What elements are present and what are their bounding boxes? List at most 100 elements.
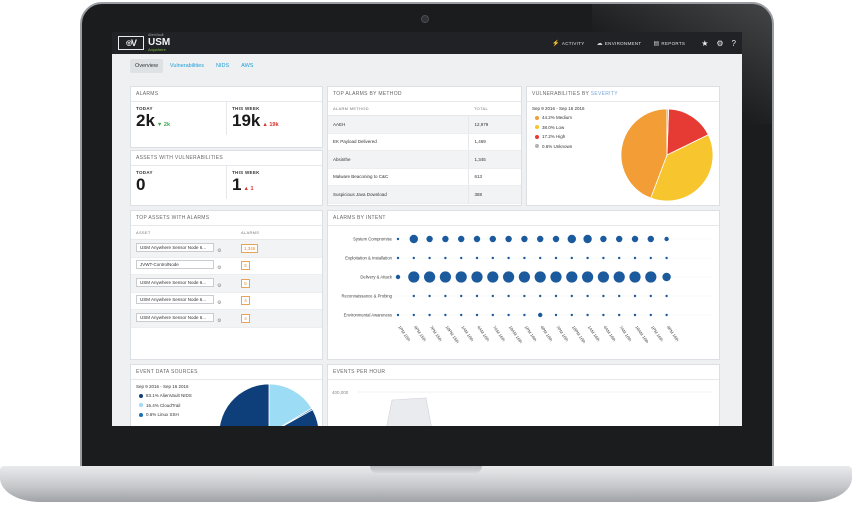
intent-bubble[interactable] — [458, 235, 465, 243]
intent-bubble[interactable] — [408, 271, 420, 283]
gear-icon[interactable]: ⚙ — [217, 265, 222, 272]
intent-bubble[interactable] — [523, 294, 526, 298]
table-row[interactable]: Malware Beaconing to C&C 613 — [328, 168, 521, 186]
intent-bubble[interactable] — [439, 271, 451, 283]
intent-bubble[interactable] — [554, 313, 558, 317]
intent-bubble[interactable] — [554, 256, 558, 260]
pie-slice[interactable] — [219, 383, 319, 426]
legend-item[interactable]: 0.6% Unknown — [535, 142, 711, 152]
tab-nids[interactable]: NIDS — [215, 63, 230, 69]
intent-bubble[interactable] — [538, 312, 543, 318]
intent-bubble[interactable] — [649, 256, 652, 260]
intent-bubble[interactable] — [629, 271, 641, 283]
intent-bubble[interactable] — [662, 272, 671, 282]
table-row[interactable]: Absinthe 1,345 — [328, 150, 521, 169]
intent-bubble[interactable] — [665, 294, 668, 298]
intent-bubble[interactable] — [550, 271, 562, 283]
intent-bubble[interactable] — [426, 235, 433, 243]
intent-bubble[interactable] — [424, 271, 436, 283]
table-row[interactable]: USM Anywhere Sensor Node 6...⚙ 1,346 — [131, 239, 322, 258]
intent-bubble[interactable] — [396, 256, 400, 260]
legend-item[interactable]: 16.4% CloudTrail — [139, 401, 314, 411]
gear-icon[interactable]: ⚙ — [716, 38, 724, 48]
intent-bubble[interactable] — [539, 256, 542, 260]
intent-bubble[interactable] — [534, 271, 546, 283]
intent-bubble[interactable] — [412, 294, 415, 298]
intent-bubble[interactable] — [412, 256, 415, 260]
intent-bubble[interactable] — [649, 294, 652, 298]
intent-bubble[interactable] — [473, 235, 481, 243]
intent-bubble[interactable] — [505, 235, 512, 243]
intent-bubble[interactable] — [491, 294, 494, 298]
intent-bubble[interactable] — [647, 235, 654, 243]
intent-bubble[interactable] — [487, 271, 499, 283]
pie-slice[interactable] — [268, 383, 313, 426]
pie-slice[interactable] — [666, 108, 670, 156]
intent-bubble[interactable] — [455, 271, 467, 283]
gear-icon[interactable]: ⚙ — [217, 282, 222, 289]
intent-bubble[interactable] — [444, 294, 447, 298]
intent-bubble[interactable] — [444, 256, 447, 260]
table-row[interactable]: Suspicious Java Download 388 — [328, 185, 521, 204]
asset-name[interactable]: USM Anywhere Sensor Node 6... — [136, 242, 214, 252]
intent-bubble[interactable] — [586, 313, 589, 317]
intent-bubble[interactable] — [570, 294, 573, 298]
pie-slice[interactable] — [666, 108, 709, 156]
intent-bubble[interactable] — [613, 271, 625, 283]
tab-vulnerabilities[interactable]: Vulnerabilities — [169, 63, 204, 69]
intent-bubble[interactable] — [539, 294, 542, 298]
legend-item[interactable]: 0.6% Linux SSH — [139, 410, 314, 420]
intent-bubble[interactable] — [442, 235, 449, 243]
asset-name[interactable]: JVWT-ControlNode — [136, 260, 214, 270]
intent-bubble[interactable] — [645, 271, 657, 283]
intent-bubble[interactable] — [518, 271, 530, 283]
intent-bubble[interactable] — [537, 235, 544, 243]
intent-bubble[interactable] — [664, 236, 669, 242]
intent-bubble[interactable] — [428, 313, 431, 317]
table-row[interactable]: USM Anywhere Sensor Node 6...⚙ 4 — [131, 309, 322, 328]
intent-bubble[interactable] — [618, 256, 621, 260]
intent-bubble[interactable] — [570, 256, 573, 260]
intent-bubble[interactable] — [475, 313, 479, 317]
intent-bubble[interactable] — [475, 256, 479, 260]
legend-item[interactable]: 83.1% AlienVault NIDS — [139, 391, 314, 401]
intent-bubble[interactable] — [428, 256, 431, 260]
table-row[interactable]: AAEH 12,979 — [328, 115, 521, 134]
intent-bubble[interactable] — [460, 313, 463, 317]
intent-bubble[interactable] — [471, 271, 483, 283]
asset-name[interactable]: USM Anywhere Sensor Node 6... — [136, 312, 214, 322]
table-row[interactable]: USM Anywhere Sensor Node 6...⚙ 5 — [131, 274, 322, 293]
intent-bubble[interactable] — [631, 235, 639, 243]
intent-bubble[interactable] — [507, 313, 510, 317]
intent-bubble[interactable] — [503, 271, 515, 283]
nav-reports[interactable]: ▤ REPORTS — [653, 40, 686, 47]
legend-item[interactable]: 38.0% Low — [535, 123, 711, 133]
nav-activity[interactable]: ⚡ ACTIVITY — [552, 40, 585, 47]
intent-bubble[interactable] — [633, 313, 637, 317]
asset-name[interactable]: USM Anywhere Sensor Node 6... — [136, 277, 214, 287]
intent-bubble[interactable] — [523, 256, 526, 260]
legend-item[interactable]: 44.2% Medium — [535, 113, 711, 123]
intent-bubble[interactable] — [521, 235, 528, 243]
intent-bubble[interactable] — [602, 313, 605, 317]
intent-bubble[interactable] — [395, 274, 401, 280]
tab-overview[interactable]: Overview — [130, 59, 163, 73]
intent-bubble[interactable] — [554, 294, 558, 298]
intent-bubble[interactable] — [649, 313, 652, 317]
intent-bubble[interactable] — [586, 256, 589, 260]
tab-aws[interactable]: AWS — [241, 63, 254, 69]
intent-bubble[interactable] — [507, 256, 510, 260]
intent-bubble[interactable] — [552, 235, 560, 243]
intent-bubble[interactable] — [396, 237, 400, 241]
intent-bubble[interactable] — [570, 313, 573, 317]
intent-bubble[interactable] — [583, 234, 592, 244]
intent-bubble[interactable] — [409, 234, 418, 244]
intent-bubble[interactable] — [412, 313, 415, 317]
intent-bubble[interactable] — [444, 313, 447, 317]
star-icon[interactable]: ★ — [701, 38, 709, 48]
intent-bubble[interactable] — [616, 235, 623, 243]
intent-bubble[interactable] — [396, 313, 400, 317]
intent-bubble[interactable] — [602, 256, 605, 260]
asset-name[interactable]: USM Anywhere Sensor Node 6... — [136, 295, 214, 305]
intent-bubble[interactable] — [618, 313, 621, 317]
